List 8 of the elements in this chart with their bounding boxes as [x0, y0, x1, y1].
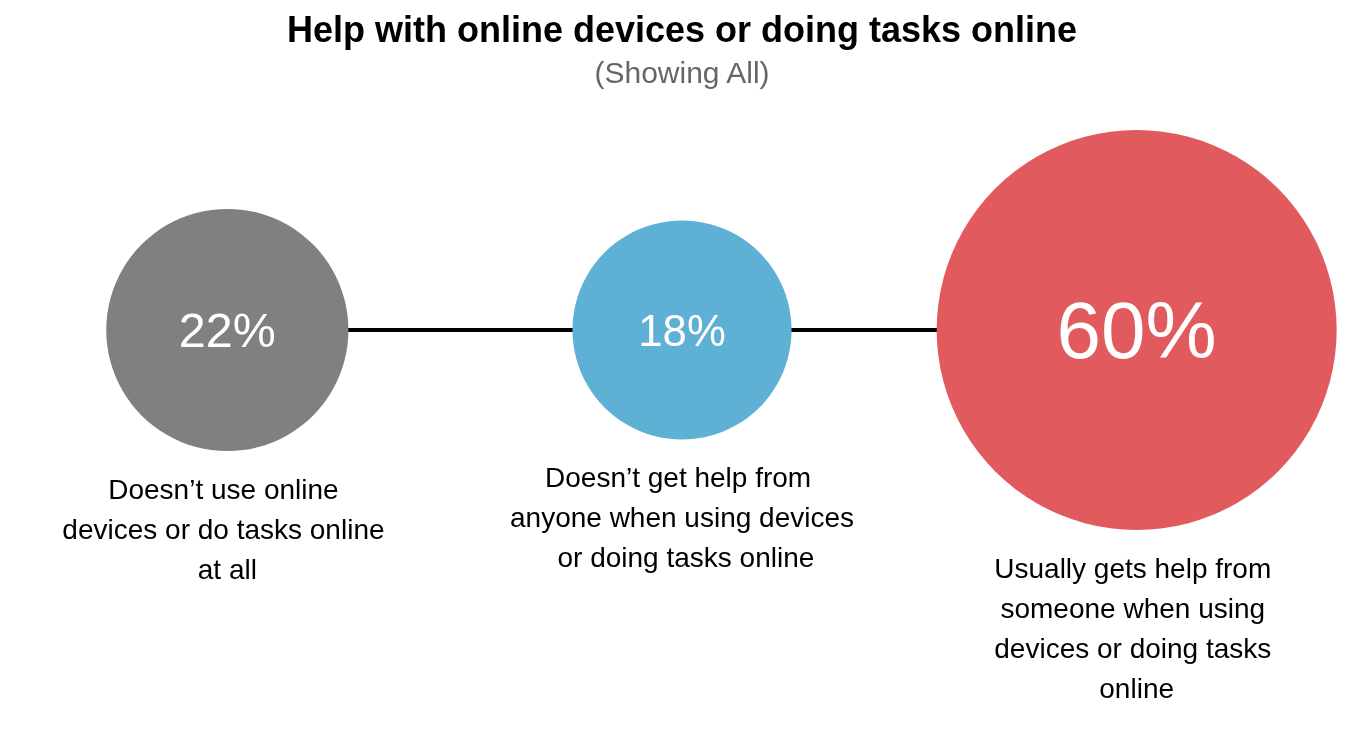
- data-label: 18%: [638, 305, 726, 355]
- category-label: Doesn’t use online devices or do tasks online at all: [62, 473, 393, 585]
- text: Help with online devices or doing tasks online: [286, 8, 1078, 50]
- category-label: Doesn’t get help from anyone when using devices or doing tasks online: [509, 462, 855, 574]
- category-label: Usually gets help from someone when using devices or doing tasks online: [994, 552, 1280, 704]
- data-label: 22%: [178, 303, 276, 357]
- data-label: 60%: [1056, 285, 1217, 375]
- text: (Showing All): [594, 55, 770, 89]
